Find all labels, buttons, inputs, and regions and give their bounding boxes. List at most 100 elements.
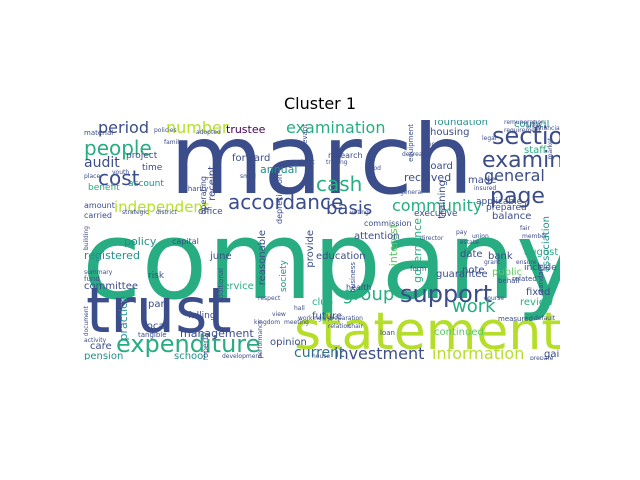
cloud-word: time bbox=[142, 163, 163, 173]
cloud-word: examination bbox=[286, 120, 386, 137]
cloud-word: company bbox=[82, 199, 560, 324]
cloud-word: note bbox=[462, 265, 485, 276]
cloud-word: measured bbox=[498, 315, 533, 323]
cloud-word: meeting bbox=[284, 319, 309, 326]
cloud-word: district bbox=[156, 209, 177, 216]
cloud-word: charity bbox=[184, 185, 209, 193]
cloud-word: family bbox=[164, 139, 183, 146]
cloud-word: preparation bbox=[328, 315, 363, 322]
cloud-word: practice bbox=[117, 296, 130, 341]
cloud-word: committee bbox=[84, 281, 139, 292]
cloud-word: legal bbox=[482, 135, 497, 142]
cloud-word: prepared bbox=[486, 203, 527, 213]
cloud-word: general bbox=[400, 189, 423, 196]
cloud-word: strategic bbox=[122, 209, 149, 216]
word-cloud: company march trust statement expenditure sup… bbox=[80, 120, 560, 360]
cloud-word: continued bbox=[434, 327, 484, 338]
cloud-word: council bbox=[514, 120, 550, 130]
cloud-word: decrease bbox=[402, 151, 430, 158]
cloud-word: include bbox=[524, 263, 557, 273]
cloud-word: prepare bbox=[530, 355, 554, 361]
cloud-word: opinion bbox=[270, 337, 307, 348]
cloud-word: education bbox=[316, 251, 366, 262]
cloud-word: applicable bbox=[476, 197, 523, 207]
cloud-word: june bbox=[210, 251, 232, 262]
cloud-word: foundation bbox=[434, 120, 488, 128]
cloud-word: registered bbox=[84, 249, 140, 262]
cloud-word: society bbox=[279, 260, 289, 293]
cloud-word: trustee bbox=[226, 123, 266, 136]
cloud-word: community bbox=[392, 196, 483, 215]
cloud-word: people bbox=[84, 136, 152, 160]
cloud-word: general bbox=[484, 166, 545, 185]
cloud-word: balance bbox=[492, 211, 532, 222]
cloud-word: school bbox=[174, 351, 207, 361]
cloud-word: public bbox=[492, 267, 523, 278]
cloud-word: part bbox=[148, 299, 169, 310]
cloud-word: pension bbox=[84, 351, 124, 361]
cloud-word: policy bbox=[124, 235, 157, 248]
cloud-word: club bbox=[312, 297, 333, 308]
cloud-word: examiner bbox=[482, 148, 560, 173]
cloud-word: financial bbox=[536, 125, 560, 132]
cloud-word: development bbox=[222, 353, 262, 360]
cloud-word: insured bbox=[474, 185, 497, 192]
cloud-word: hall bbox=[294, 305, 305, 312]
cloud-word: received bbox=[404, 171, 452, 184]
cloud-word: relevant bbox=[301, 124, 309, 153]
cloud-word: research bbox=[328, 151, 363, 160]
cloud-word: additional bbox=[217, 268, 225, 303]
cloud-word: march bbox=[170, 120, 474, 216]
cloud-word: working bbox=[298, 315, 322, 322]
cloud-word: investment bbox=[334, 344, 425, 361]
cloud-word: august bbox=[524, 247, 559, 258]
cloud-word: form bbox=[410, 265, 427, 273]
cloud-word: summary bbox=[84, 269, 113, 276]
cloud-word: chair bbox=[348, 323, 363, 330]
cloud-word: date bbox=[460, 249, 483, 260]
cloud-word: future bbox=[312, 311, 343, 322]
cloud-word: related bbox=[512, 275, 537, 283]
cloud-word: requirement bbox=[504, 127, 542, 134]
cloud-word: local bbox=[144, 321, 168, 332]
cloud-word: policies bbox=[154, 127, 177, 134]
cloud-word: statement bbox=[294, 302, 560, 360]
cloud-word: provide bbox=[305, 230, 316, 268]
cloud-word: course bbox=[484, 295, 505, 302]
cloud-word: page bbox=[490, 184, 545, 209]
cloud-word: pay bbox=[456, 229, 468, 236]
cloud-word: gain bbox=[544, 349, 560, 360]
cloud-word: fair bbox=[520, 225, 530, 232]
cloud-word: order bbox=[526, 123, 542, 130]
cloud-word: annual bbox=[260, 163, 298, 176]
cloud-word: commission bbox=[364, 219, 412, 228]
cloud-word: view bbox=[272, 311, 286, 318]
cloud-word: guarantee bbox=[436, 269, 488, 280]
cloud-word: carried bbox=[84, 211, 112, 220]
cloud-word: place bbox=[84, 173, 101, 180]
cloud-word: executive bbox=[414, 209, 458, 219]
cloud-word: project bbox=[126, 151, 158, 161]
cloud-word: management bbox=[180, 327, 254, 340]
cloud-word: bank bbox=[488, 251, 513, 262]
cloud-word: amount bbox=[84, 201, 115, 210]
cloud-word: basis bbox=[326, 198, 373, 219]
cloud-word: adopted bbox=[196, 129, 221, 136]
cloud-word: loan bbox=[380, 329, 395, 337]
cloud-word: current bbox=[294, 345, 345, 360]
cloud-word: union bbox=[472, 233, 489, 240]
cloud-word: small bbox=[240, 173, 256, 180]
cloud-word: ensure bbox=[516, 259, 537, 266]
cloud-word: house bbox=[312, 353, 331, 360]
cloud-word: independent bbox=[114, 198, 209, 216]
cloud-word: default bbox=[534, 315, 556, 322]
cloud-word: good bbox=[366, 165, 381, 172]
cloud-word: section bbox=[492, 122, 560, 150]
cloud-word: health bbox=[346, 283, 372, 292]
cloud-word: trust bbox=[86, 274, 232, 347]
cloud-word: office bbox=[198, 207, 223, 217]
cloud-word: kingdom bbox=[254, 319, 281, 326]
cloud-word: period bbox=[98, 120, 149, 137]
cloud-word: document bbox=[83, 306, 90, 337]
